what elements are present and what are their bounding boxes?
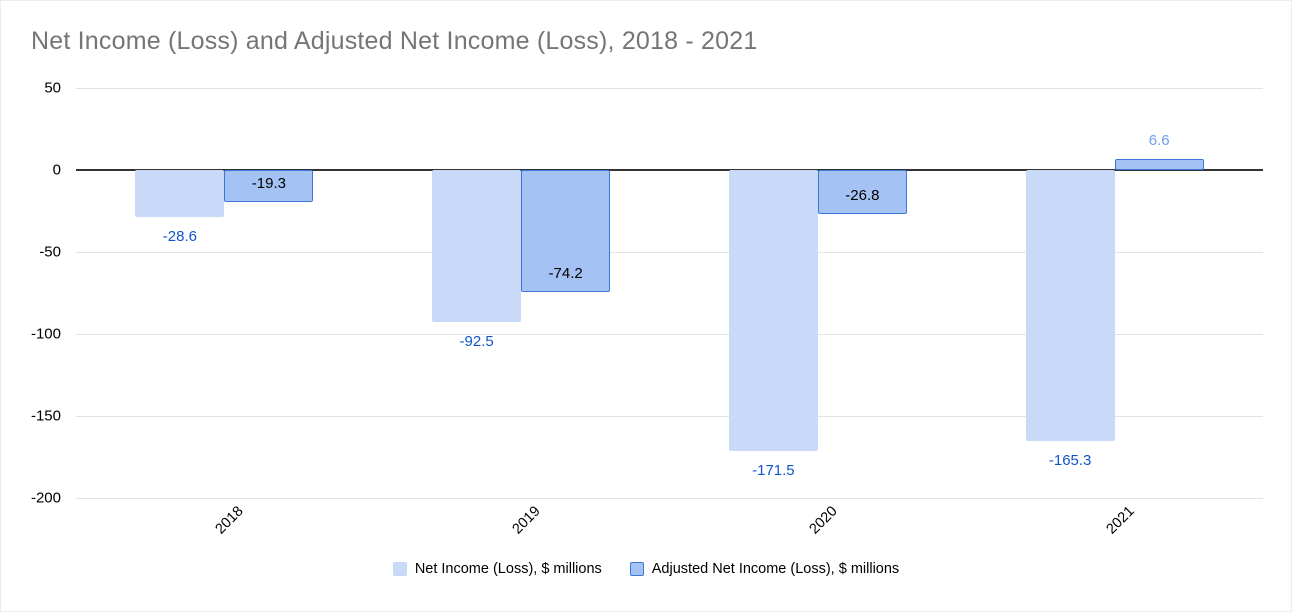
legend-item-adjusted-net-income[interactable]: Adjusted Net Income (Loss), $ millions (629, 561, 900, 577)
bar-value-label: -74.2 (548, 264, 583, 282)
y-axis-tick-label: -50 (39, 243, 61, 261)
bar-2020-net-income[interactable] (728, 170, 818, 452)
legend-item-net-income[interactable]: Net Income (Loss), $ millions (392, 561, 602, 577)
bar-2021-net-income[interactable] (1025, 170, 1115, 442)
chart-title: Net Income (Loss) and Adjusted Net Incom… (31, 27, 758, 55)
bar-2019-net-income[interactable] (432, 170, 522, 322)
y-axis-tick-label: 0 (52, 161, 61, 179)
bar-value-label: 6.6 (1148, 132, 1170, 150)
bar-2018-net-income[interactable] (135, 170, 225, 217)
bar-value-label: -28.6 (162, 227, 197, 245)
bar-2021-adjusted-net-income[interactable] (1114, 159, 1204, 170)
bar-value-label: -165.3 (1048, 452, 1092, 470)
bar-value-label: -92.5 (459, 332, 494, 350)
legend: Net Income (Loss), $ millions Adjusted N… (1, 561, 1291, 577)
y-axis-tick-label: -200 (30, 489, 61, 507)
legend-swatch-adjusted-net-income (629, 562, 644, 576)
legend-swatch-net-income (392, 562, 407, 576)
y-axis-tick-label: 50 (44, 79, 61, 97)
bar-2018-adjusted-net-income[interactable] (224, 170, 314, 202)
gridline (76, 252, 1263, 253)
legend-label-adjusted-net-income: Adjusted Net Income (Loss), $ millions (651, 561, 900, 577)
bar-2020-adjusted-net-income[interactable] (817, 170, 907, 214)
bar-2019-adjusted-net-income[interactable] (521, 170, 611, 292)
bar-value-label: -26.8 (845, 186, 880, 204)
y-axis: 50 0 -50 -100 -150 -200 (1, 81, 71, 506)
legend-label-net-income: Net Income (Loss), $ millions (414, 561, 602, 577)
zero-baseline (76, 169, 1263, 171)
gridline (76, 416, 1263, 417)
plot-area: -28.6 -19.3 -92.5 -74.2 -171.5 -26.8 -165.3 6.6 (76, 88, 1263, 499)
x-axis: 2018 2019 2020 2021 (76, 503, 1263, 562)
bar-value-label: -171.5 (752, 462, 795, 480)
bar-value-label: -19.3 (251, 174, 286, 192)
gridline (76, 334, 1263, 335)
y-axis-tick-label: -150 (30, 407, 61, 425)
y-axis-tick-label: -100 (30, 325, 61, 343)
gridline (76, 88, 1263, 89)
gridline (76, 498, 1263, 499)
